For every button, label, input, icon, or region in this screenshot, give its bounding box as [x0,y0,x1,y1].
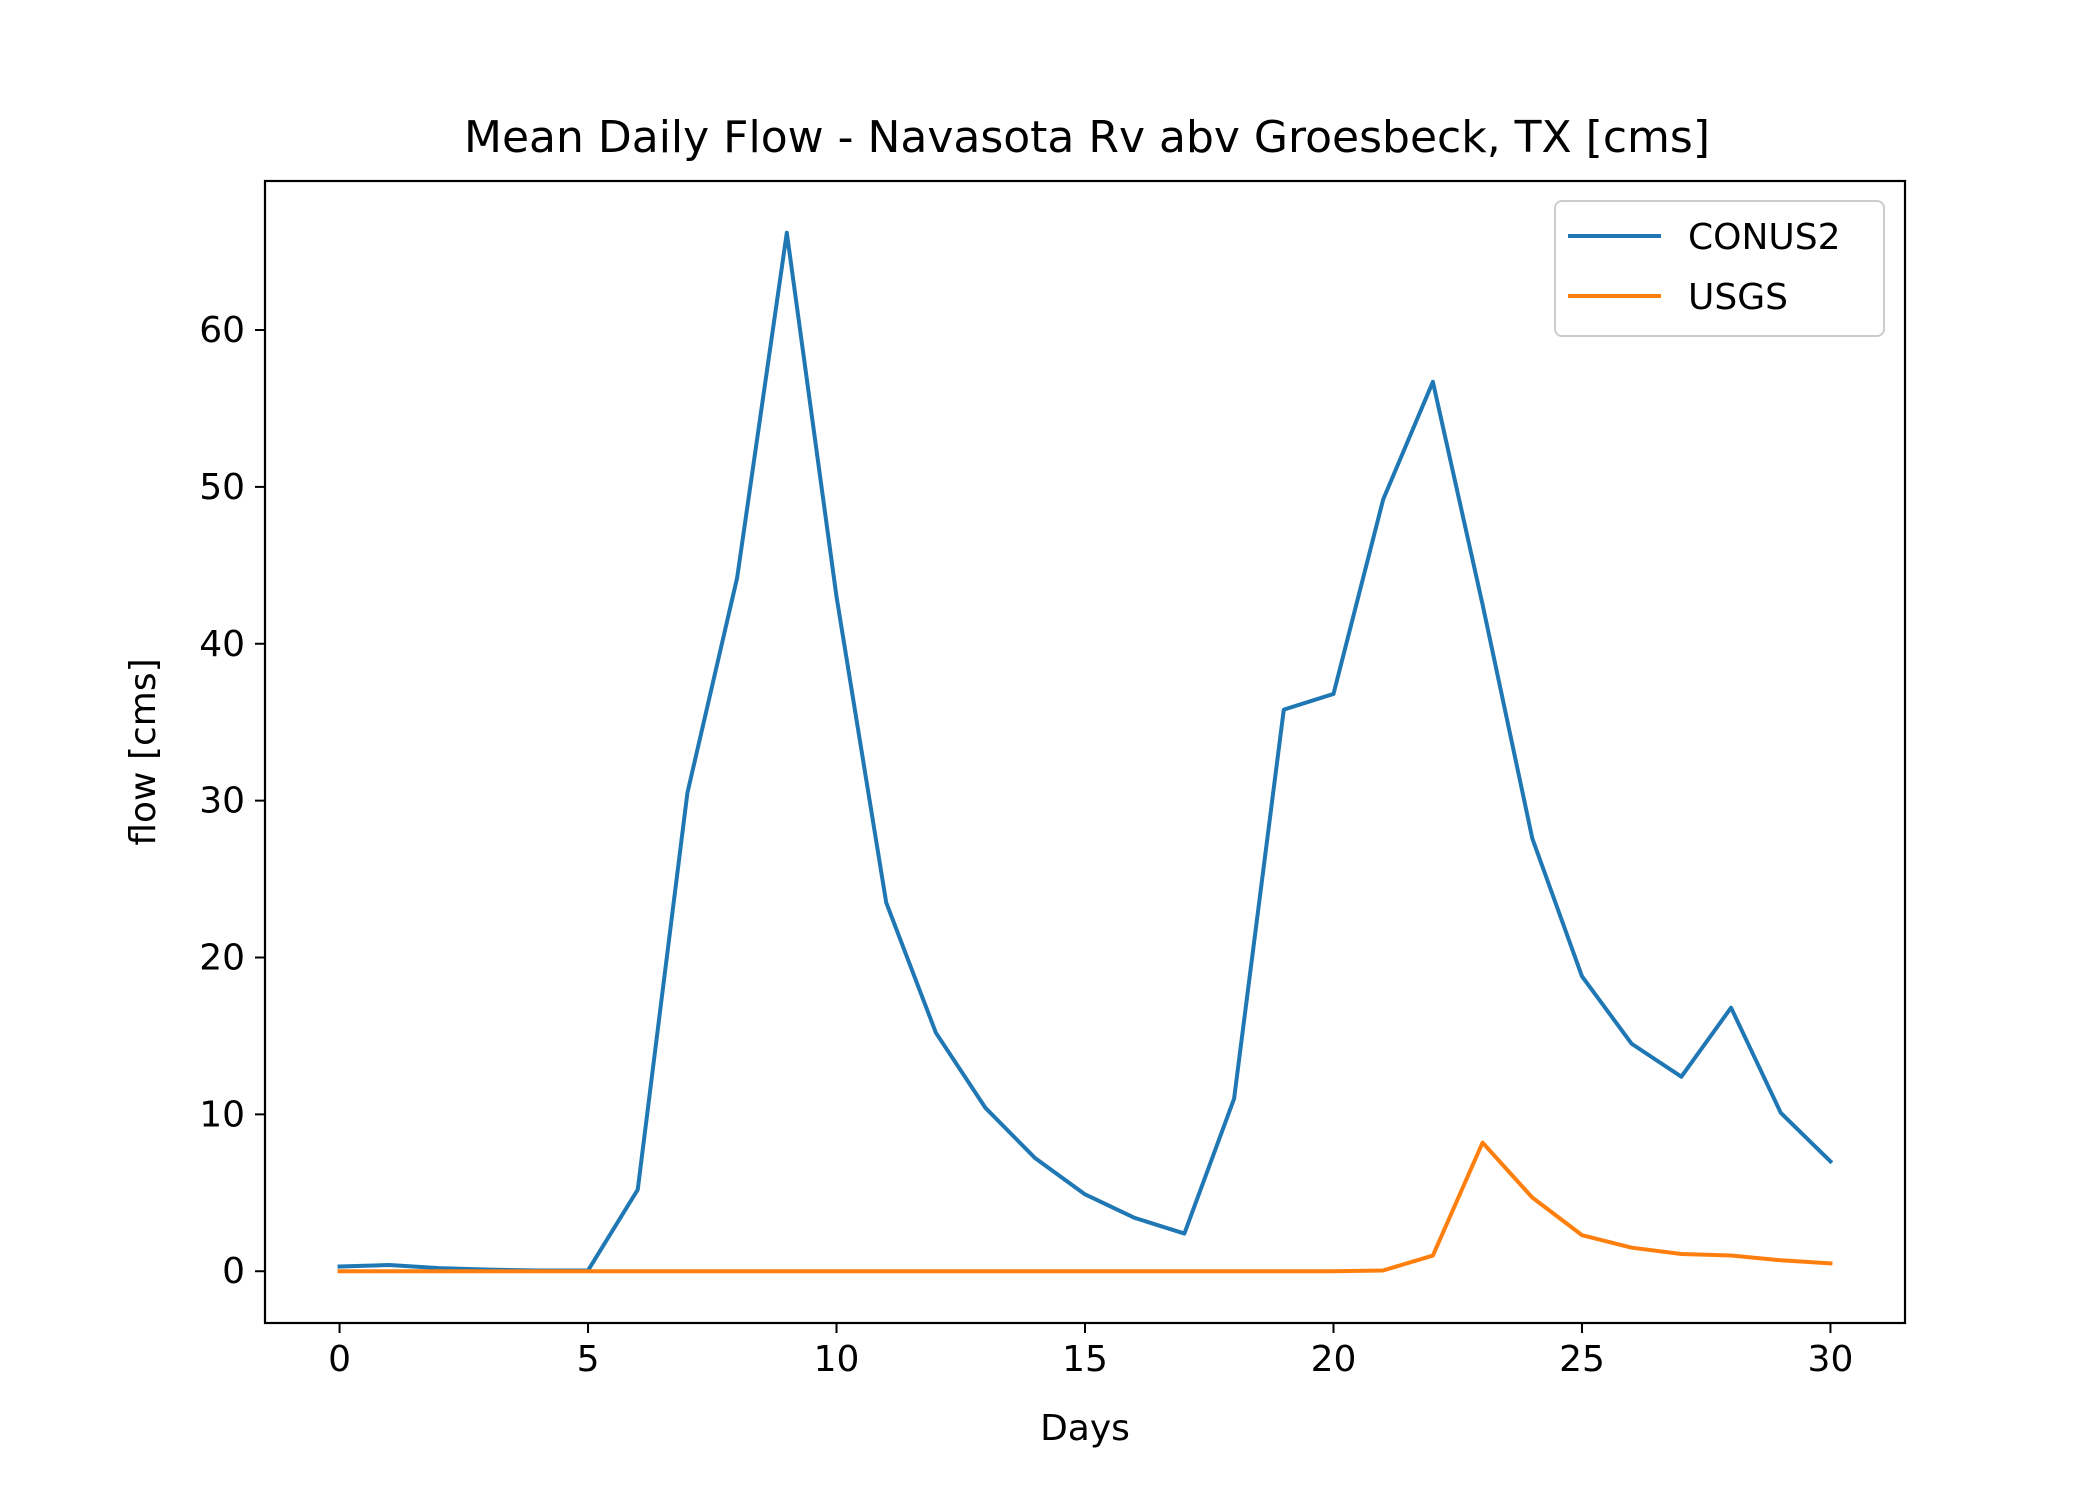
x-tick-label: 5 [577,1339,600,1380]
legend: CONUS2 USGS [1554,200,1885,337]
y-tick-label: 0 [222,1251,245,1292]
x-tick-label: 25 [1559,1339,1605,1380]
y-tick-label: 50 [199,467,245,508]
y-tick-label: 40 [199,624,245,665]
y-tick-label: 30 [199,781,245,822]
chart-title: Mean Daily Flow - Navasota Rv abv Groesb… [464,112,1710,163]
x-tick-label: 15 [1062,1339,1108,1380]
x-tick-label: 0 [328,1339,351,1380]
x-axis-label: Days [1040,1408,1130,1449]
y-tick-label: 20 [199,937,245,978]
y-tick-label: 60 [199,310,245,351]
x-tick-label: 20 [1311,1339,1357,1380]
x-tick-label: 30 [1808,1339,1854,1380]
series-layer [337,230,1834,1274]
y-axis: 0 10 20 30 40 50 60 [199,310,265,1292]
y-tick-label: 10 [199,1094,245,1135]
x-tick-label: 10 [814,1339,860,1380]
legend-label-conus2: CONUS2 [1688,217,1841,258]
series-line-usgs [337,1140,1833,1274]
x-axis: 0 5 10 15 20 25 30 [328,1323,1853,1380]
legend-label-usgs: USGS [1688,277,1788,318]
legend-items: CONUS2 USGS [1568,217,1841,318]
y-axis-label: flow [cms] [123,658,164,845]
